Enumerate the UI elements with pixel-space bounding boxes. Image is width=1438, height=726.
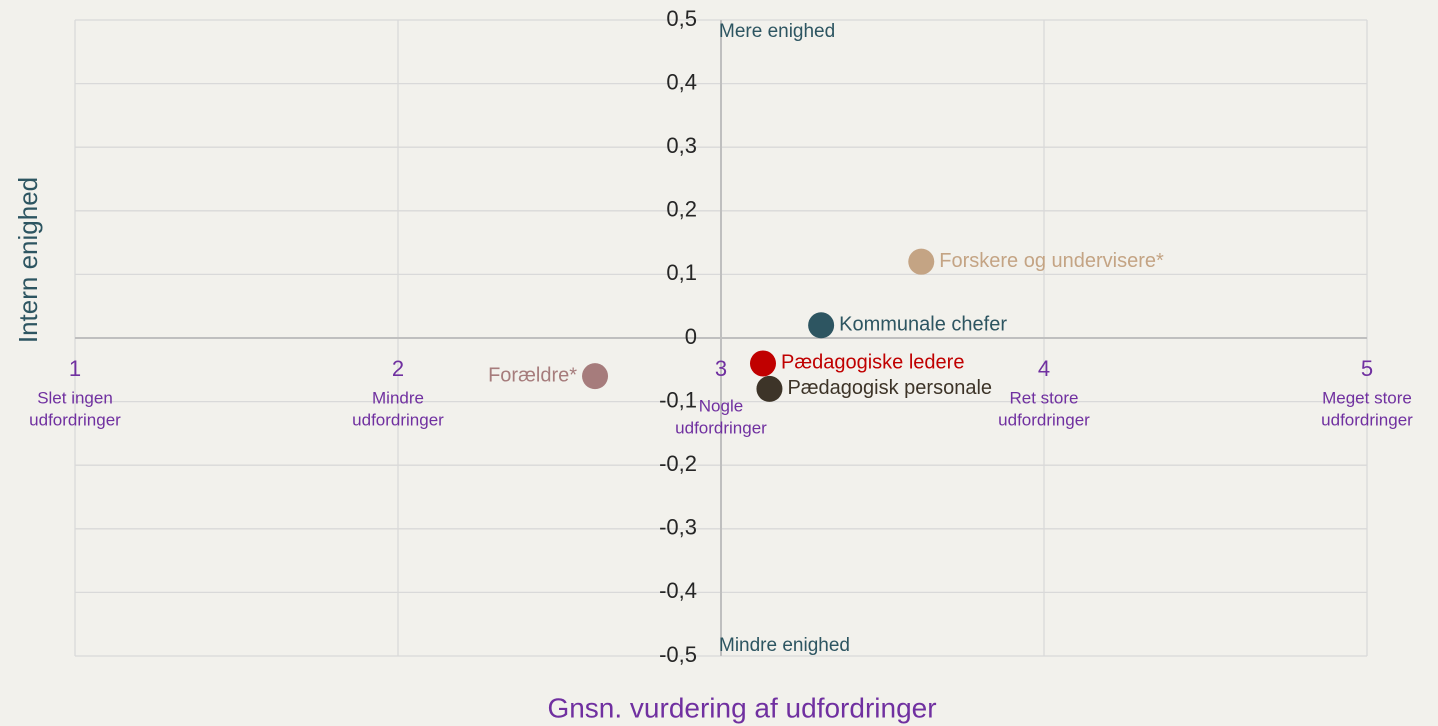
x-tick-description: udfordringer — [998, 410, 1090, 429]
x-tick-label: 5 — [1361, 356, 1373, 381]
x-tick-label: 2 — [392, 356, 404, 381]
point-label: Forskere og undervisere* — [939, 250, 1164, 272]
x-tick-description: Slet ingen — [37, 388, 113, 407]
y-tick-label: -0,1 — [659, 387, 697, 412]
point — [808, 312, 835, 339]
y-tick-label: 0,2 — [666, 197, 697, 222]
y-tick-label: -0,2 — [659, 451, 697, 476]
y-tick-label: -0,3 — [659, 515, 697, 540]
y-tick-label: 0 — [685, 324, 697, 349]
annotation: Mindre enighed — [719, 635, 850, 656]
x-tick-description: udfordringer — [1321, 410, 1413, 429]
point-label: Pædagogiske ledere — [781, 352, 964, 374]
y-tick-label: 0,1 — [666, 260, 697, 285]
point-label: Kommunale chefer — [839, 314, 1007, 336]
point-label: Pædagogisk personale — [787, 377, 992, 399]
y-tick-label: 0,5 — [666, 6, 697, 31]
x-tick-label: 3 — [715, 356, 727, 381]
point — [582, 363, 609, 390]
x-tick-label: 4 — [1038, 356, 1050, 381]
x-tick-description: Nogle — [699, 396, 743, 415]
y-tick-label: 0,3 — [666, 133, 697, 158]
y-tick-label: -0,5 — [659, 642, 697, 667]
point — [908, 248, 935, 275]
annotation: Mere enighed — [719, 21, 835, 42]
y-tick-label: 0,4 — [666, 69, 697, 94]
x-tick-description: Mindre — [372, 388, 424, 407]
y-axis-label: Intern enighed — [13, 177, 43, 343]
point — [749, 350, 776, 377]
y-tick-label: -0,4 — [659, 578, 697, 603]
point — [756, 375, 783, 402]
x-tick-description: udfordringer — [29, 410, 121, 429]
x-tick-description: udfordringer — [352, 410, 444, 429]
x-tick-description: Meget store — [1322, 388, 1412, 407]
x-tick-description: Ret store — [1010, 388, 1079, 407]
point-label: Forældre* — [488, 364, 577, 386]
x-tick-description: udfordringer — [675, 418, 767, 437]
x-tick-label: 1 — [69, 356, 81, 381]
x-axis-label: Gnsn. vurdering af udfordringer — [547, 692, 936, 723]
